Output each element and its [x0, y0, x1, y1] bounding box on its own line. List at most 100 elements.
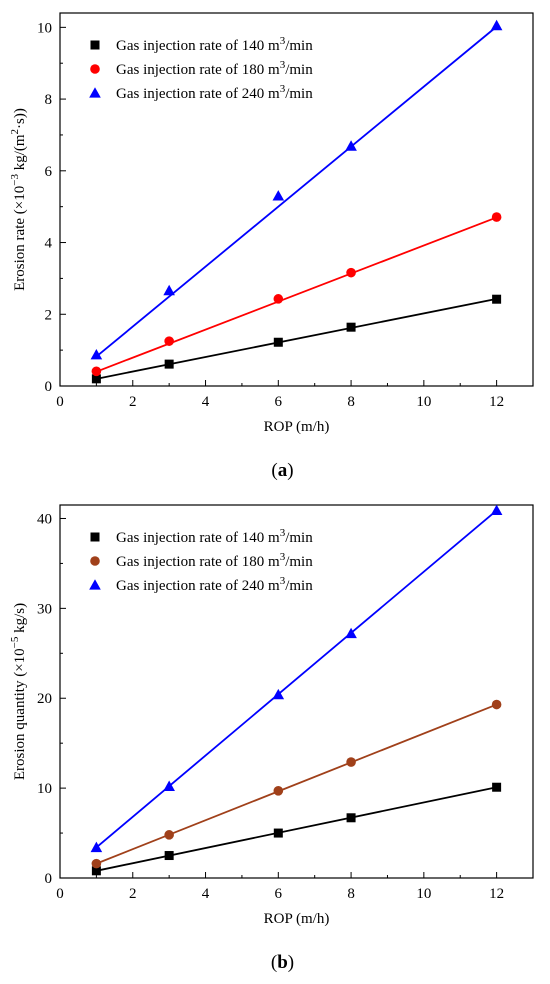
legend-label: Gas injection rate of 140 m3/min — [116, 527, 313, 546]
panel-label: (a) — [271, 460, 293, 481]
legend-label-part: Gas injection rate of 140 m — [116, 530, 280, 546]
data-point — [273, 294, 284, 304]
y-tick-label: 6 — [45, 164, 53, 180]
x-axis-title: ROP (m/h) — [264, 419, 330, 435]
data-point — [490, 504, 503, 516]
legend-label-part: Gas injection rate of 240 m — [116, 86, 280, 102]
y-axis-title-exponent: −5 — [9, 636, 21, 648]
y-axis-title-part: kg/(m — [12, 134, 28, 174]
data-point — [91, 866, 101, 876]
data-point — [163, 284, 175, 296]
x-tick-label: 10 — [416, 394, 431, 410]
data-point — [91, 374, 101, 384]
fit-line — [95, 25, 498, 358]
legend-label-part: Gas injection rate of 240 m — [116, 578, 280, 594]
y-axis-title-part: kg/s) — [12, 603, 28, 637]
chart-b: 0 2 4 6 8 10 12 0 10 20 30 40 ROP (m/h) Erosion quant… — [9, 504, 534, 973]
data-point — [91, 858, 102, 869]
legend-label: Gas injection rate of 240 m3/min — [116, 575, 313, 594]
data-point — [90, 348, 103, 360]
x-tick-label: 4 — [202, 886, 210, 902]
x-tick-label: 2 — [129, 886, 137, 902]
x-tick-label: 2 — [129, 394, 137, 410]
x-tick-label: 6 — [275, 886, 283, 902]
x-tick-label: 4 — [202, 394, 210, 410]
fit-line — [96, 703, 497, 865]
legend-marker — [89, 579, 101, 590]
panel-label-paren: ( — [271, 952, 277, 973]
fit-line — [96, 786, 497, 872]
panel-label-paren: ) — [288, 952, 294, 973]
legend-label-part: /min — [285, 38, 313, 54]
data-point — [272, 190, 285, 201]
y-tick-label: 4 — [45, 236, 53, 252]
data-point — [91, 366, 102, 377]
panel-label-letter: a — [278, 460, 288, 481]
series-circle — [91, 699, 502, 869]
data-point — [164, 336, 174, 346]
legend-label-part: /min — [285, 554, 313, 570]
legend-label-superscript: 3 — [280, 551, 286, 563]
legend-label-superscript: 3 — [280, 35, 286, 47]
legend-marker — [89, 87, 101, 98]
data-point — [272, 688, 285, 700]
data-point — [346, 267, 356, 278]
legend-marker — [90, 532, 100, 542]
legend-label-part: /min — [285, 530, 313, 546]
y-tick-label: 10 — [37, 20, 52, 36]
data-point — [491, 699, 502, 710]
legend-label: Gas injection rate of 140 m3/min — [116, 35, 313, 54]
y-tick-label: 0 — [45, 379, 53, 395]
data-point — [346, 757, 356, 767]
panel-label-letter: b — [277, 952, 288, 973]
panel-label-paren: ) — [287, 460, 293, 481]
data-point — [273, 828, 283, 838]
legend-label: Gas injection rate of 240 m3/min — [116, 83, 313, 102]
series-triangle — [90, 504, 503, 853]
y-axis-title-part: Erosion rate (×10 — [12, 186, 28, 291]
legend-label-part: /min — [285, 62, 313, 78]
panel-label-paren: ( — [271, 460, 277, 481]
plot-frame — [59, 504, 534, 879]
x-axis-title: ROP (m/h) — [264, 911, 330, 927]
fit-line — [96, 297, 497, 380]
x-tick-label: 12 — [489, 886, 504, 902]
data-point — [273, 786, 284, 796]
legend-label-superscript: 3 — [280, 575, 286, 587]
y-tick-label: 2 — [45, 307, 53, 323]
legend-marker — [90, 556, 100, 566]
y-axis-title: Erosion quantity (×10−5 kg/s) — [9, 603, 28, 780]
data-point — [90, 841, 103, 853]
y-axis-title-part: ·s)) — [12, 108, 28, 129]
plot-frame — [59, 12, 534, 387]
y-tick-label: 8 — [45, 92, 53, 108]
data-point — [273, 337, 283, 347]
x-tick-label: 12 — [489, 394, 504, 410]
x-tick-label: 8 — [347, 886, 355, 902]
data-point — [164, 830, 174, 840]
legend-label-part: Gas injection rate of 180 m — [116, 554, 280, 570]
y-tick-label: 10 — [37, 781, 52, 797]
x-tick-label: 0 — [56, 886, 64, 902]
x-tick-label: 10 — [416, 886, 431, 902]
legend-label-part: Gas injection rate of 180 m — [116, 62, 280, 78]
data-point — [490, 19, 503, 31]
y-axis-title-part: Erosion quantity (×10 — [12, 648, 28, 780]
data-point — [346, 322, 356, 332]
y-tick-label: 20 — [37, 691, 52, 707]
legend-marker — [90, 40, 100, 50]
data-point — [164, 851, 174, 861]
x-tick-label: 6 — [275, 394, 283, 410]
series-square — [91, 782, 502, 876]
data-point — [164, 359, 174, 369]
fit-line — [95, 509, 498, 849]
legend-label: Gas injection rate of 180 m3/min — [116, 59, 313, 78]
legend-marker — [90, 64, 100, 74]
data-point — [345, 140, 357, 151]
legend-label-part: /min — [285, 578, 313, 594]
series-square — [91, 294, 502, 384]
y-tick-label: 40 — [37, 511, 52, 527]
legend-label-superscript: 3 — [280, 59, 286, 71]
data-point — [345, 627, 357, 639]
y-axis-title: Erosion rate (×10−3 kg/(m2·s)) — [9, 108, 28, 291]
